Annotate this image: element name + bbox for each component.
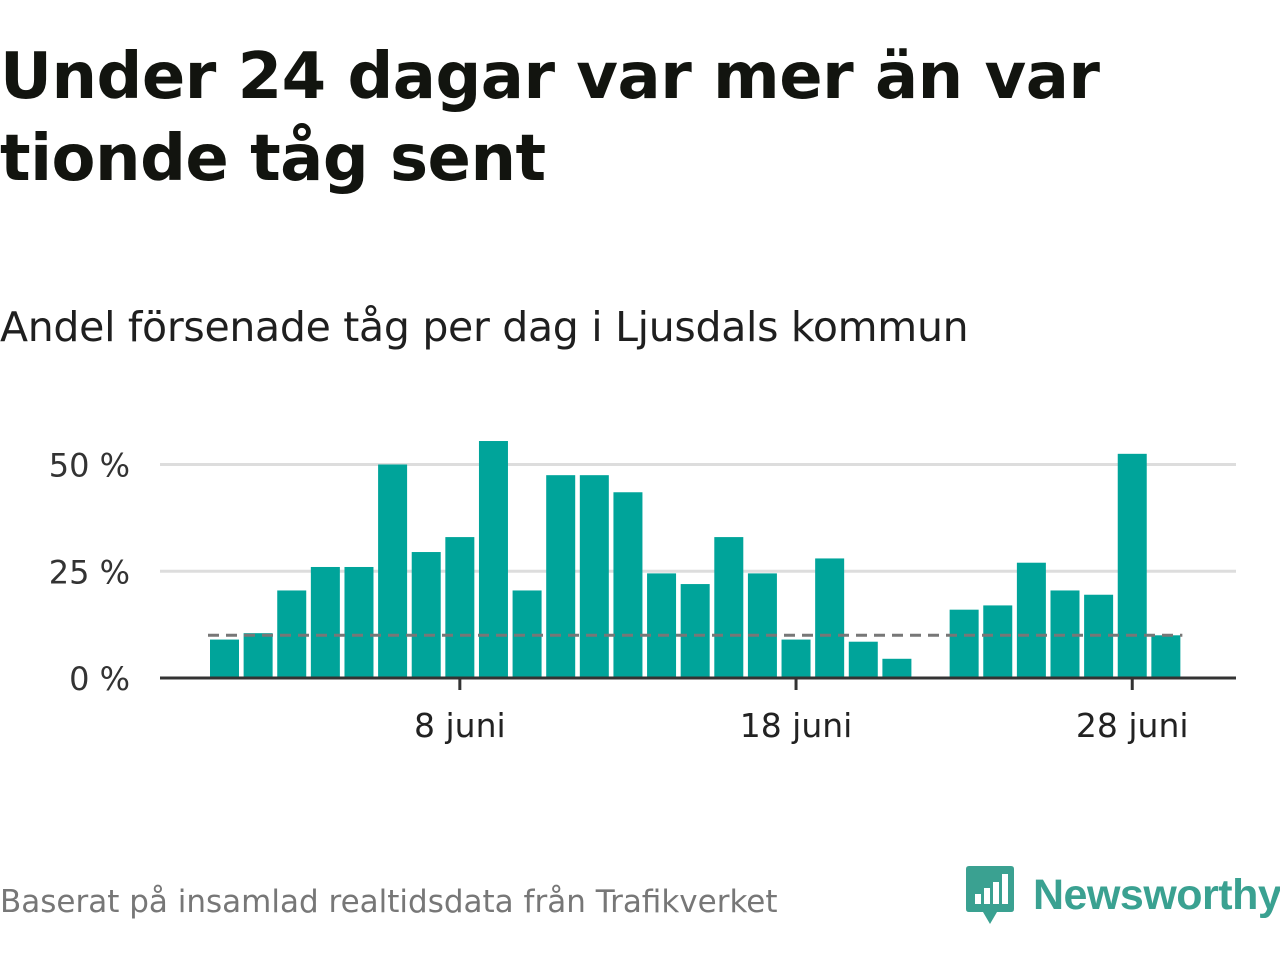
bar xyxy=(1117,453,1147,678)
newsworthy-logo[interactable]: Newsworthy xyxy=(965,864,1280,926)
newsworthy-logo-text: Newsworthy xyxy=(1033,870,1280,919)
bar xyxy=(1016,562,1046,678)
bar xyxy=(344,566,374,678)
bar xyxy=(243,633,273,678)
bar xyxy=(411,552,441,678)
bar xyxy=(613,492,643,678)
newsworthy-logo-icon xyxy=(966,866,1014,924)
bar xyxy=(882,658,912,678)
source-note: Baserat på insamlad realtidsdata från Tr… xyxy=(0,884,778,920)
chart-subtitle: Andel försenade tåg per dag i Ljusdals k… xyxy=(0,303,969,351)
x-tick-label: 28 juni xyxy=(1076,706,1189,745)
bar xyxy=(949,609,979,678)
bar xyxy=(815,558,845,678)
bar xyxy=(747,573,777,678)
bar xyxy=(579,475,609,678)
bar xyxy=(680,584,710,678)
bar xyxy=(478,441,508,678)
bar xyxy=(647,573,677,678)
bar xyxy=(1151,635,1181,678)
bar xyxy=(983,605,1013,678)
bar xyxy=(546,475,576,678)
x-tick-label: 18 juni xyxy=(740,706,853,745)
bar xyxy=(445,537,475,678)
bar-chart: 0 % 25 % 50 % 8 juni 18 juni 28 juni xyxy=(49,441,1236,745)
y-tick-label: 50 % xyxy=(49,447,130,485)
bar xyxy=(848,641,878,678)
bar xyxy=(310,566,340,678)
bar xyxy=(781,639,811,678)
x-tick-label: 8 juni xyxy=(414,706,506,745)
bar xyxy=(714,537,744,678)
bar xyxy=(378,464,408,678)
y-tick-label: 0 % xyxy=(69,660,130,698)
chart-title: Under 24 dagar var mer än var tionde tåg… xyxy=(0,40,1100,196)
bar xyxy=(210,639,239,678)
y-tick-label: 25 % xyxy=(49,553,130,591)
